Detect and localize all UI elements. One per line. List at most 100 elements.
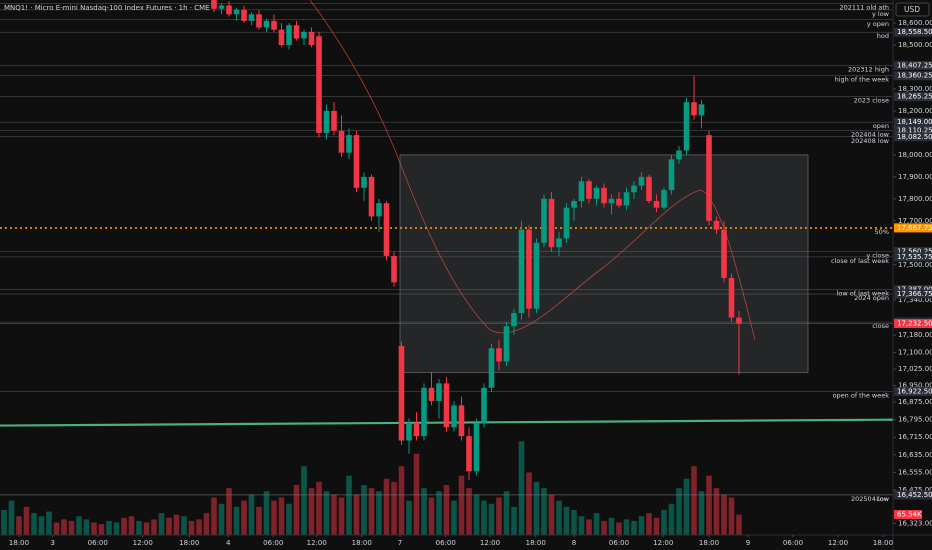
candle-body: [338, 130, 345, 153]
x-tick-label: 18:00: [699, 539, 719, 547]
volume-bar: [91, 522, 97, 535]
y-tick-label: 18,000.00: [898, 151, 932, 159]
level-label: y close: [866, 252, 889, 260]
volume-bar: [473, 494, 480, 535]
x-tick-label: 06:00: [263, 539, 283, 547]
volume-pane: [1, 441, 742, 535]
volume-bar: [436, 491, 442, 535]
price-badge-label: 18,407.25: [897, 61, 932, 69]
volume-bar: [601, 520, 607, 535]
candle-body: [563, 207, 570, 239]
volume-bar: [368, 488, 375, 535]
volume-bar: [428, 497, 435, 535]
level-label: open: [873, 122, 889, 130]
level-label: 202312 high: [848, 65, 889, 73]
volume-bar: [61, 519, 67, 535]
y-tick-label: 16,715.00: [898, 433, 932, 441]
candle-body: [293, 25, 300, 39]
volume-bar: [541, 488, 547, 535]
volume-bar: [353, 494, 360, 535]
candle-body: [376, 203, 382, 217]
volume-bar: [286, 503, 292, 535]
candle-body: [241, 9, 247, 21]
candle-body: [533, 242, 540, 309]
symbol-title: MNQ1! · Micro E-mini Nasdaq-100 Index Fu…: [4, 4, 210, 12]
candle-body: [578, 181, 585, 202]
level-label: open of the week: [833, 392, 890, 400]
candle-body: [728, 277, 735, 318]
x-tick-label: 18:00: [9, 539, 29, 547]
candle-body: [398, 346, 405, 441]
volume-bar: [211, 497, 217, 535]
volume-bar: [646, 513, 652, 535]
volume-bar: [571, 510, 577, 535]
candle-body: [661, 190, 667, 208]
level-label: close of last week: [831, 257, 889, 265]
candle-body: [698, 104, 705, 116]
candle-body: [668, 159, 675, 191]
candle-body: [511, 313, 517, 327]
level-label: y open: [867, 20, 889, 28]
price-badge-label: 18,082.50: [897, 133, 932, 141]
volume-bar: [616, 522, 622, 535]
x-tick-label: 06:00: [609, 539, 629, 547]
level-label: Low: [876, 495, 889, 503]
level-label: close: [872, 322, 889, 330]
y-tick-label: 16,875.00: [898, 398, 932, 406]
volume-bar: [271, 500, 277, 535]
volume-bar: [226, 488, 232, 535]
volume-bar: [98, 524, 105, 535]
level-label: low of last week: [837, 290, 890, 298]
candle-body: [233, 9, 240, 15]
candle-body: [556, 238, 562, 248]
y-tick-label: 16,475.00: [898, 486, 932, 494]
price-badge: [894, 126, 932, 136]
volume-bar: [526, 472, 532, 535]
candle-body: [406, 422, 412, 441]
price-badge-label: 18,360.25: [897, 72, 932, 80]
candle-body: [466, 436, 472, 472]
level-label: 202504 low: [851, 495, 890, 503]
price-badge-label: 17,535.75: [897, 253, 932, 261]
volume-bar: [1, 510, 7, 535]
volume-badge-label: 65.54K: [897, 511, 922, 519]
y-tick-label: 16,635.00: [898, 451, 932, 459]
price-badge: [894, 387, 932, 397]
volume-bar: [158, 513, 165, 535]
currency[interactable]: USD: [904, 5, 920, 14]
candle-body: [383, 203, 390, 256]
y-tick-label: 18,300.00: [898, 85, 932, 93]
volume-bar: [151, 519, 157, 535]
x-tick-label: 12:00: [653, 539, 673, 547]
x-tick-label: 12:00: [828, 539, 848, 547]
volume-bar: [511, 506, 517, 535]
candle-body: [586, 181, 592, 199]
candle-body: [346, 135, 352, 153]
price-badge-label: 16,452.50: [897, 491, 932, 499]
candle-body: [518, 229, 525, 314]
volume-bar: [488, 503, 495, 535]
volume-bar: [83, 519, 90, 535]
candle-body: [631, 185, 637, 193]
level-label: hod: [877, 32, 889, 40]
candle-body: [601, 187, 607, 204]
currency-box[interactable]: [895, 2, 930, 17]
candle-body: [361, 176, 367, 188]
y-tick-label: 16,323.00: [898, 519, 932, 527]
volume-bar: [691, 466, 697, 535]
volume-bar: [683, 478, 690, 535]
candle-body: [391, 255, 397, 283]
candle-body: [263, 20, 270, 28]
candle-body: [496, 348, 502, 362]
volume-bar: [661, 510, 667, 535]
candle-body: [706, 135, 712, 221]
volume-bar: [668, 503, 675, 535]
volume-bar: [458, 475, 465, 535]
volume-bar: [143, 522, 150, 535]
volume-bar: [481, 500, 487, 535]
price-axis: 18,600.00 18,500.00 18,300.00 18,200.00 18,0…: [893, 19, 932, 527]
volume-bar: [173, 514, 180, 535]
y-tick-label: 17,025.00: [898, 365, 932, 373]
